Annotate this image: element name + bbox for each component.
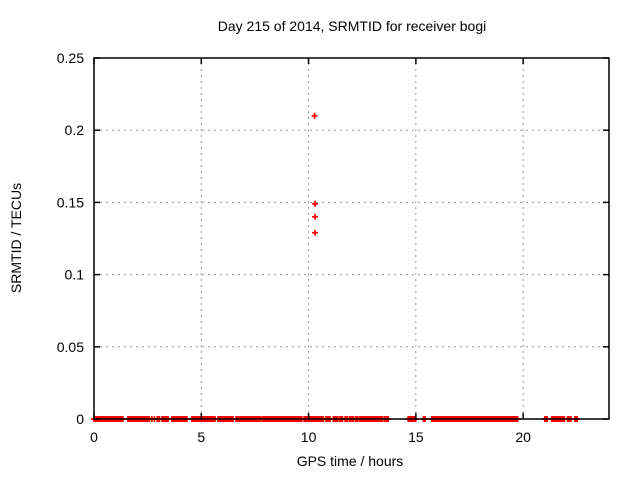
y-tick-label: 0.25 [57,50,84,66]
x-tick-label: 15 [408,429,424,445]
plot-border [93,57,610,420]
y-tick-label: 0.2 [65,122,85,138]
x-tick-label: 5 [197,429,205,445]
tick-labels: 0 5 10 15 20 0 0.05 0.1 0.15 0.2 0.25 [57,50,531,445]
gridlines [94,58,609,419]
data-points [91,112,581,422]
chart-title: Day 215 of 2014, SRMTID for receiver bog… [218,18,486,34]
x-tick-label: 10 [301,429,317,445]
y-tick-label: 0 [76,411,84,427]
y-tick-label: 0.15 [57,194,84,210]
x-tick-label: 0 [90,429,98,445]
y-tick-label: 0.1 [65,267,85,283]
plot-border-and-ticks [93,57,610,420]
x-axis-label: GPS time / hours [297,453,404,469]
y-tick-label: 0.05 [57,339,84,355]
scatter-plus-markers [91,112,581,422]
x-tick-label: 20 [515,429,531,445]
y-axis-label: SRMTID / TECUs [8,183,24,293]
